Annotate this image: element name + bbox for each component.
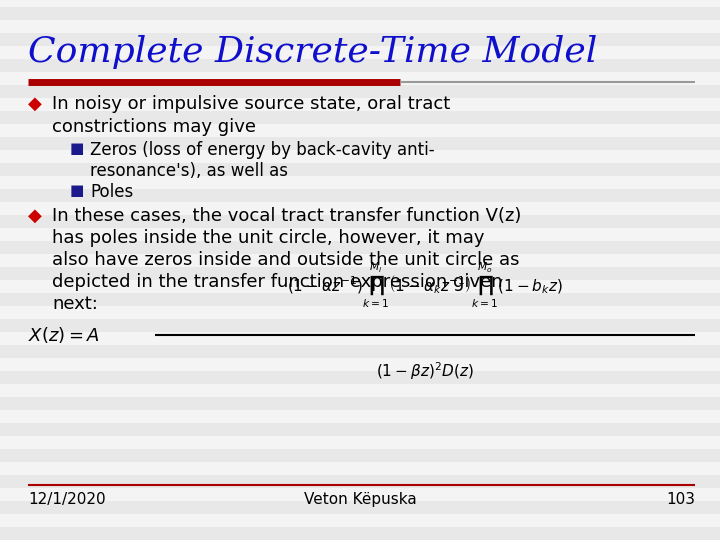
Bar <box>0 124 720 137</box>
Text: Veton Këpuska: Veton Këpuska <box>304 492 416 507</box>
Bar <box>0 514 720 527</box>
Bar <box>0 215 720 228</box>
Bar <box>0 475 720 488</box>
Text: Zeros (loss of energy by back-cavity anti-: Zeros (loss of energy by back-cavity ant… <box>90 141 435 159</box>
Bar <box>0 163 720 176</box>
Bar <box>0 423 720 436</box>
Bar <box>0 0 720 7</box>
Bar <box>0 33 720 46</box>
Bar <box>0 98 720 111</box>
Bar <box>0 293 720 306</box>
Bar <box>0 306 720 319</box>
Text: depicted in the transfer function expression given: depicted in the transfer function expres… <box>52 273 503 291</box>
Text: $X\left(z\right)=A$: $X\left(z\right)=A$ <box>28 325 100 345</box>
Bar <box>0 241 720 254</box>
Text: Complete Discrete-Time Model: Complete Discrete-Time Model <box>28 35 598 69</box>
Text: In these cases, the vocal tract transfer function V(z): In these cases, the vocal tract transfer… <box>52 207 521 225</box>
Text: has poles inside the unit circle, however, it may: has poles inside the unit circle, howeve… <box>52 229 485 247</box>
Bar <box>0 319 720 332</box>
Text: $\left(1-\beta z\right)^2 D\left(z\right)$: $\left(1-\beta z\right)^2 D\left(z\right… <box>376 360 474 382</box>
Text: ◆: ◆ <box>28 207 42 225</box>
Text: $\left(1-\alpha z^{-1}\right)\prod_{k=1}^{M_i}\left(1-\alpha_k z^{-1}\right)\pro: $\left(1-\alpha z^{-1}\right)\prod_{k=1}… <box>287 261 563 310</box>
Bar <box>0 137 720 150</box>
Bar <box>0 20 720 33</box>
Bar <box>0 85 720 98</box>
Bar <box>0 189 720 202</box>
Bar <box>0 397 720 410</box>
Bar <box>0 384 720 397</box>
Text: constrictions may give: constrictions may give <box>52 118 256 136</box>
Text: next:: next: <box>52 295 98 313</box>
Bar <box>0 501 720 514</box>
Bar <box>0 150 720 163</box>
Bar <box>0 176 720 189</box>
Text: ◆: ◆ <box>28 95 42 113</box>
Bar <box>0 410 720 423</box>
Bar <box>0 371 720 384</box>
Text: resonance's), as well as: resonance's), as well as <box>90 162 288 180</box>
Bar <box>0 202 720 215</box>
Text: 103: 103 <box>666 492 695 507</box>
Bar <box>0 59 720 72</box>
Bar <box>0 267 720 280</box>
Bar <box>0 436 720 449</box>
Text: Poles: Poles <box>90 183 133 201</box>
Bar <box>0 527 720 540</box>
Text: ■: ■ <box>70 183 84 198</box>
Bar <box>0 332 720 345</box>
Bar <box>0 358 720 371</box>
Bar <box>0 280 720 293</box>
Bar <box>0 345 720 358</box>
Text: ■: ■ <box>70 141 84 156</box>
Text: 12/1/2020: 12/1/2020 <box>28 492 106 507</box>
Text: In noisy or impulsive source state, oral tract: In noisy or impulsive source state, oral… <box>52 95 450 113</box>
Bar <box>0 449 720 462</box>
Bar <box>0 228 720 241</box>
Bar <box>0 72 720 85</box>
Bar <box>0 462 720 475</box>
Bar <box>0 254 720 267</box>
Text: also have zeros inside and outside the unit circle as: also have zeros inside and outside the u… <box>52 251 520 269</box>
Bar <box>0 488 720 501</box>
Bar <box>0 111 720 124</box>
Bar <box>0 7 720 20</box>
Bar <box>0 46 720 59</box>
